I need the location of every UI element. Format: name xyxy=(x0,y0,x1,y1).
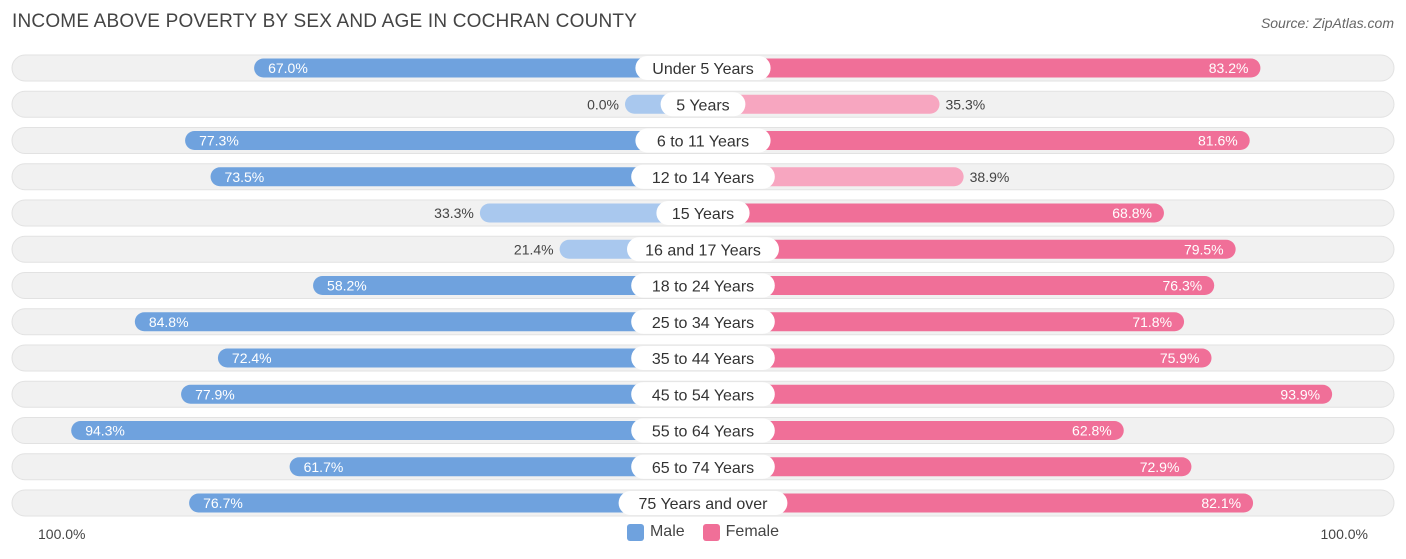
category-pill xyxy=(631,454,775,479)
category-label: 55 to 64 Years xyxy=(652,424,754,441)
male-value-label: 33.3% xyxy=(434,205,474,221)
category-label: 45 to 54 Years xyxy=(652,387,754,404)
male-bar xyxy=(217,348,704,368)
category-pill xyxy=(627,237,779,262)
male-bar xyxy=(479,203,703,223)
category-label: 5 Years xyxy=(676,97,729,114)
legend-item-female[interactable]: Female xyxy=(702,523,780,541)
female-bar xyxy=(703,348,1212,368)
female-value-label: 62.8% xyxy=(1072,423,1112,439)
male-bar xyxy=(289,457,703,477)
female-bar xyxy=(703,203,1164,223)
female-value-label: 83.2% xyxy=(1209,60,1249,76)
category-pill xyxy=(635,128,771,153)
female-value-label: 93.9% xyxy=(1280,386,1320,402)
female-bar xyxy=(703,131,1250,150)
legend-label-female: Female xyxy=(725,523,780,540)
category-label: 18 to 24 Years xyxy=(652,279,754,296)
female-bar xyxy=(703,384,1333,404)
category-label: 16 and 17 Years xyxy=(645,242,761,259)
female-bar xyxy=(703,421,1124,440)
female-value-label: 72.9% xyxy=(1140,459,1180,475)
male-bar xyxy=(210,167,704,187)
category-pill xyxy=(631,382,775,407)
category-pill xyxy=(631,309,775,334)
female-bar xyxy=(703,94,940,114)
female-bar xyxy=(703,239,1236,259)
male-value-label: 76.7% xyxy=(203,495,243,511)
female-value-label: 76.3% xyxy=(1163,278,1203,294)
female-value-label: 82.1% xyxy=(1201,495,1241,511)
female-value-label: 71.8% xyxy=(1132,314,1172,330)
category-pill xyxy=(618,491,788,515)
legend-swatch-female xyxy=(702,523,720,541)
category-pill xyxy=(656,201,750,225)
male-value-label: 77.9% xyxy=(195,386,235,402)
male-bar xyxy=(254,58,703,78)
category-label: Under 5 Years xyxy=(652,61,753,78)
female-bar xyxy=(703,312,1185,332)
category-label: 25 to 34 Years xyxy=(652,315,754,332)
female-value-label: 35.3% xyxy=(946,96,986,112)
male-value-label: 72.4% xyxy=(232,350,272,366)
male-bar xyxy=(189,493,704,513)
male-value-label: 21.4% xyxy=(514,241,554,257)
male-value-label: 77.3% xyxy=(199,133,239,149)
legend-item-male[interactable]: Male xyxy=(626,523,685,541)
male-bar xyxy=(181,384,703,404)
axis-left-label: 100.0% xyxy=(38,526,86,542)
chart-title: INCOME ABOVE POVERTY BY SEX AND AGE IN C… xyxy=(12,11,638,32)
axis-right-label: 100.0% xyxy=(1320,526,1368,542)
category-pill xyxy=(660,92,746,117)
male-value-label: 73.5% xyxy=(225,169,265,185)
male-bar xyxy=(71,421,703,440)
category-pill xyxy=(631,418,775,443)
category-pill xyxy=(631,273,775,298)
legend-swatch-male xyxy=(626,523,644,541)
bar-chart: 67.0% 83.2% Under 5 Years 0.0% 35.3% 5 Years 7… xyxy=(11,54,1395,517)
male-value-label: 61.7% xyxy=(304,459,344,475)
female-bar xyxy=(703,58,1261,78)
category-label: 35 to 44 Years xyxy=(652,351,754,368)
male-bar xyxy=(134,312,704,332)
category-pill xyxy=(635,56,771,80)
category-label: 12 to 14 Years xyxy=(652,170,754,187)
category-label: 15 Years xyxy=(672,206,734,223)
male-value-label: 0.0% xyxy=(587,96,619,112)
male-value-label: 94.3% xyxy=(85,423,125,439)
male-value-label: 58.2% xyxy=(327,278,367,294)
source-label: Source: ZipAtlas.com xyxy=(1260,15,1394,31)
male-value-label: 67.0% xyxy=(268,60,308,76)
female-value-label: 38.9% xyxy=(970,169,1010,185)
female-value-label: 75.9% xyxy=(1160,350,1200,366)
female-value-label: 81.6% xyxy=(1198,133,1238,149)
male-bar xyxy=(185,131,704,150)
female-bar xyxy=(703,493,1254,513)
category-label: 65 to 74 Years xyxy=(652,460,754,477)
legend-label-male: Male xyxy=(649,523,685,540)
category-pill xyxy=(631,346,775,370)
male-bar xyxy=(313,276,703,295)
female-value-label: 68.8% xyxy=(1112,205,1152,221)
female-value-label: 79.5% xyxy=(1184,241,1224,257)
female-bar xyxy=(703,457,1192,477)
female-bar xyxy=(703,276,1215,295)
category-label: 6 to 11 Years xyxy=(657,134,749,151)
category-label: 75 Years and over xyxy=(639,496,769,513)
category-pill xyxy=(631,164,775,189)
male-value-label: 84.8% xyxy=(149,314,189,330)
legend: Male Female xyxy=(0,523,1406,541)
